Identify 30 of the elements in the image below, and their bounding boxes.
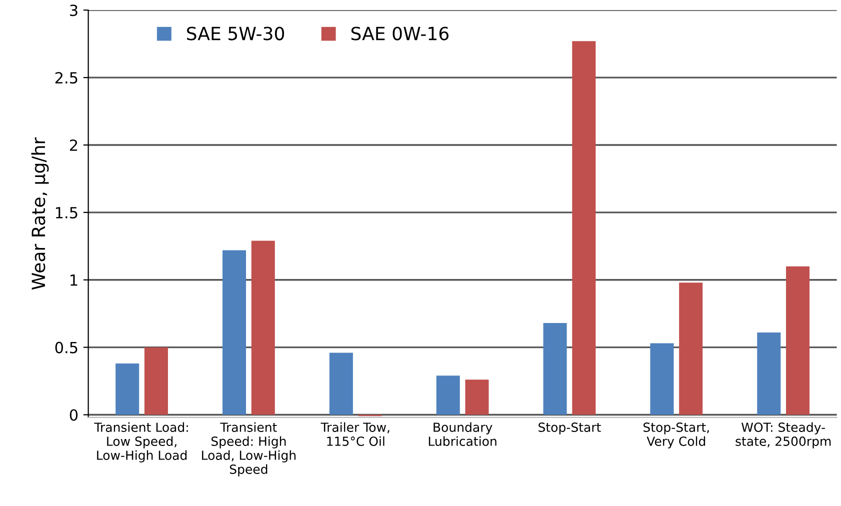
y-tick-label: 0.5 [55, 342, 78, 354]
legend-label: SAE 5W-30 [187, 26, 284, 40]
bar [251, 240, 275, 415]
bar [436, 376, 460, 415]
y-tick-label: 1 [70, 274, 78, 286]
bar [572, 41, 596, 415]
x-tick-label: Transient Speed: High Load, Low-High Speed [202, 422, 296, 476]
x-tick-label: Stop-Start [538, 422, 601, 434]
bar [679, 282, 703, 415]
y-tick-label: 3 [70, 4, 78, 16]
bar [222, 250, 246, 415]
x-tick-label: WOT: Steady- state, 2500rpm [736, 422, 831, 448]
bar [786, 266, 810, 415]
y-tick-label: 2 [70, 139, 78, 151]
x-tick-label: Transient Load: Low Speed, Low-High Load [94, 422, 188, 462]
bar [329, 352, 353, 415]
y-tick-label: 2.5 [55, 72, 78, 84]
bar [650, 343, 674, 415]
bar [116, 364, 140, 415]
bar [144, 347, 168, 415]
bar [543, 323, 567, 415]
y-tick-label: 1.5 [56, 207, 78, 218]
x-tick-label: Trailer Tow, 115°C Oil [320, 422, 390, 446]
x-tick-label: Boundary Lubrication [428, 422, 496, 446]
bar [757, 332, 781, 415]
x-tick-label: Stop-Start, Very Cold [644, 422, 709, 448]
bar [465, 380, 489, 415]
y-tick-label: 0 [70, 409, 78, 421]
legend-label: SAE 0W-16 [351, 26, 449, 40]
y-axis-title: Wear Rate, µg/hr [31, 137, 49, 290]
